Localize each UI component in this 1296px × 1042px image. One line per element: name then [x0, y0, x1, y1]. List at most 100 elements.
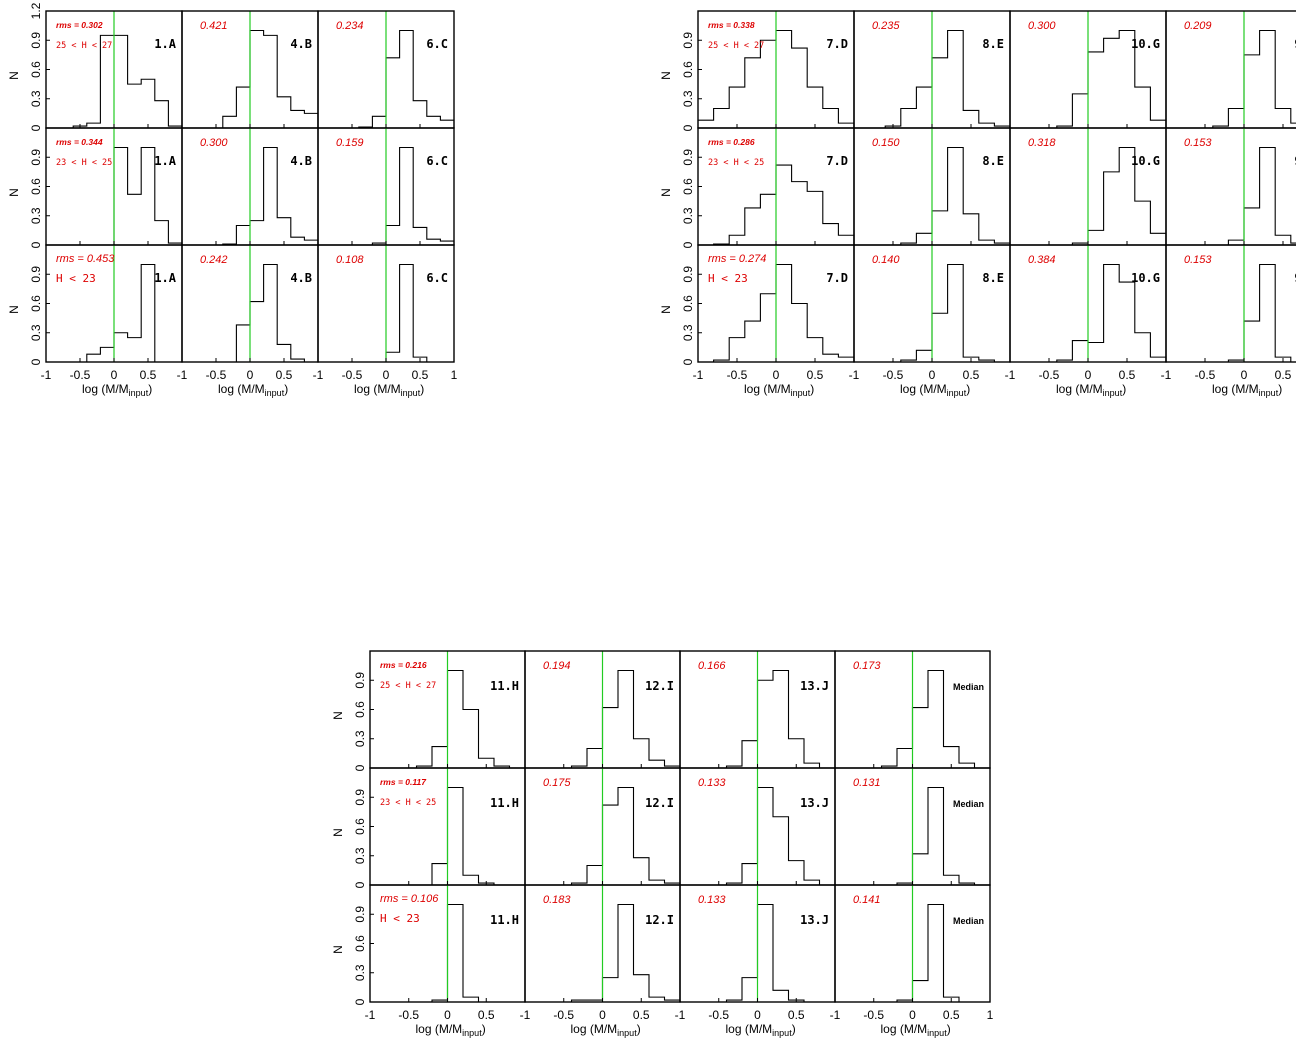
y-tick-label: 0: [681, 241, 695, 248]
panel-label: 4.B: [290, 271, 312, 285]
y-tick-label: 0.9: [681, 149, 695, 166]
y-axis-title: N: [331, 828, 345, 837]
rms-label: 0.133: [698, 894, 726, 906]
x-tick-label: -0.5: [727, 368, 748, 382]
rms-label: 0.153: [1184, 254, 1212, 266]
x-axis-title-close: ): [420, 382, 424, 396]
x-tick-label: 0: [1085, 368, 1092, 382]
histogram-9F-row3: [1166, 263, 1296, 363]
x-tick-label: -0.5: [1039, 368, 1060, 382]
y-tick-label: 0.6: [353, 818, 367, 835]
rms-label: rms = 0.286: [708, 137, 755, 147]
panel-label: 1.A: [154, 271, 176, 285]
x-axis-title-close: ): [148, 382, 152, 396]
x-axis-title-subscript: input: [129, 388, 149, 398]
panel-label: 8.E: [982, 271, 1004, 285]
y-axis-title: N: [7, 305, 21, 314]
x-tick-label: -0.5: [342, 368, 363, 382]
x-axis-title-main: log (M/M: [218, 382, 265, 396]
x-tick-label: 0.5: [140, 368, 157, 382]
magnitude-bin-label: H < 23: [708, 272, 748, 285]
y-tick-label: 0.6: [353, 935, 367, 952]
rms-label: 0.140: [872, 254, 900, 266]
rms-label: rms = 0.106: [380, 893, 439, 905]
x-tick-label: -1: [365, 1008, 376, 1022]
x-tick-label: 0.5: [276, 368, 293, 382]
x-axis-title-close: ): [1278, 382, 1282, 396]
x-tick-label: -1: [41, 368, 52, 382]
x-tick-label: 0: [909, 1008, 916, 1022]
rms-label: rms = 0.274: [708, 253, 766, 265]
rms-label: 0.133: [698, 777, 726, 789]
panel-label: 8.E: [982, 37, 1004, 51]
rms-label: 0.421: [200, 20, 228, 32]
y-tick-label: 0.3: [353, 964, 367, 981]
panel-label: 9.F: [1294, 37, 1296, 51]
x-axis-title-close: ): [482, 1022, 486, 1036]
x-axis-title-close: ): [637, 1022, 641, 1036]
x-tick-label: 0: [1241, 368, 1248, 382]
y-tick-label: 0: [681, 358, 695, 365]
x-tick-label: 0: [599, 1008, 606, 1022]
rms-label: rms = 0.117: [380, 777, 427, 787]
x-axis-title: log (M/Minput): [82, 382, 152, 398]
panel-label: 11.H: [490, 796, 519, 810]
rms-label: 0.300: [1028, 20, 1056, 32]
rms-label: 0.209: [1184, 20, 1212, 32]
x-tick-label: -1: [849, 368, 860, 382]
y-tick-label: 0.3: [353, 730, 367, 747]
rms-label: 0.150: [872, 137, 900, 149]
rms-label: 0.318: [1028, 137, 1056, 149]
x-tick-label: -0.5: [863, 1008, 884, 1022]
x-tick-label: -0.5: [1195, 368, 1216, 382]
x-axis-title: log (M/Minput): [881, 1022, 951, 1038]
panel-label: 6.C: [426, 154, 448, 168]
x-axis-title-close: ): [966, 382, 970, 396]
y-tick-label: 0: [681, 124, 695, 131]
x-tick-label: 0.5: [412, 368, 429, 382]
y-tick-label: 0.9: [29, 149, 43, 166]
panel-label: 9.F: [1294, 154, 1296, 168]
rms-label: 0.235: [872, 20, 900, 32]
histogram-1A-row1: [46, 34, 183, 129]
x-axis-title-close: ): [947, 1022, 951, 1036]
x-axis-title-subscript: input: [617, 1028, 637, 1038]
x-tick-label: 0: [111, 368, 118, 382]
x-axis-title: log (M/Minput): [1056, 382, 1126, 398]
y-tick-label: 0.6: [681, 295, 695, 312]
x-tick-label: -0.5: [553, 1008, 574, 1022]
x-axis-title-main: log (M/M: [900, 382, 947, 396]
rms-label: rms = 0.338: [708, 20, 755, 30]
y-tick-label: 0: [353, 998, 367, 1005]
x-tick-label: 1: [451, 368, 458, 382]
rms-label: 0.173: [853, 660, 881, 672]
y-tick-label: 0: [29, 241, 43, 248]
rms-label: 0.141: [853, 894, 881, 906]
panel-label: 4.B: [290, 154, 312, 168]
y-tick-label: 0.9: [681, 266, 695, 283]
panel-label: 10.G: [1131, 154, 1160, 168]
x-axis-title: log (M/Minput): [416, 1022, 486, 1038]
rms-label: 0.175: [543, 777, 571, 789]
y-tick-label: 0.3: [353, 847, 367, 864]
x-tick-label: 0: [383, 368, 390, 382]
y-tick-label: 0.3: [681, 90, 695, 107]
x-axis-title-close: ): [792, 1022, 796, 1036]
y-tick-label: 0.6: [29, 61, 43, 78]
magnitude-bin-label: 23 < H < 25: [380, 798, 436, 808]
y-axis-title: N: [7, 188, 21, 197]
rms-label: 0.166: [698, 660, 726, 672]
x-axis-title-main: log (M/M: [881, 1022, 928, 1036]
panel-label: 10.G: [1131, 271, 1160, 285]
x-tick-label: 0: [754, 1008, 761, 1022]
y-tick-label: 0.6: [29, 295, 43, 312]
magnitude-bin-label: 23 < H < 25: [56, 158, 112, 168]
magnitude-bin-label: 25 < H < 27: [56, 41, 112, 51]
y-tick-label: 0.9: [681, 32, 695, 49]
x-tick-label: 0.5: [1275, 368, 1292, 382]
x-axis-title-subscript: input: [927, 1028, 947, 1038]
y-tick-label: 0.3: [29, 207, 43, 224]
panel-label: 12.I: [645, 679, 674, 693]
histogram-9F-row1: [1166, 29, 1296, 129]
rms-label: rms = 0.453: [56, 253, 115, 265]
